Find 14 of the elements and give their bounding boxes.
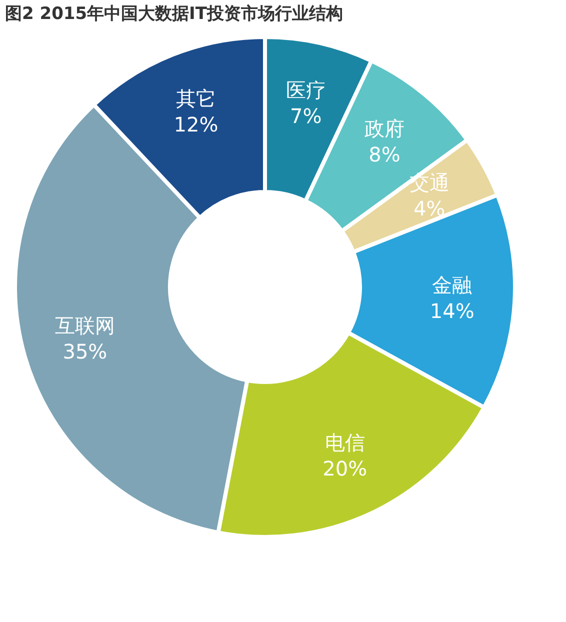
slice-label: 电信 (324, 430, 365, 455)
chart-title: 图2 2015年中国大数据IT投资市场行业结构 (5, 4, 343, 24)
data-label: 20% (322, 456, 368, 481)
data-label: 12% (174, 112, 218, 137)
slice-label: 金融 (432, 272, 472, 297)
data-label: 4% (413, 196, 446, 221)
slice-label: 互联网 (54, 313, 115, 338)
data-label: 14% (430, 298, 474, 323)
data-label: 35% (62, 339, 108, 364)
slice-label: 政府 (364, 116, 405, 141)
data-label: 8% (368, 142, 400, 167)
data-label: 7% (290, 104, 322, 128)
slice-label: 其它 (176, 86, 216, 111)
slice-label: 医疗 (286, 78, 326, 102)
